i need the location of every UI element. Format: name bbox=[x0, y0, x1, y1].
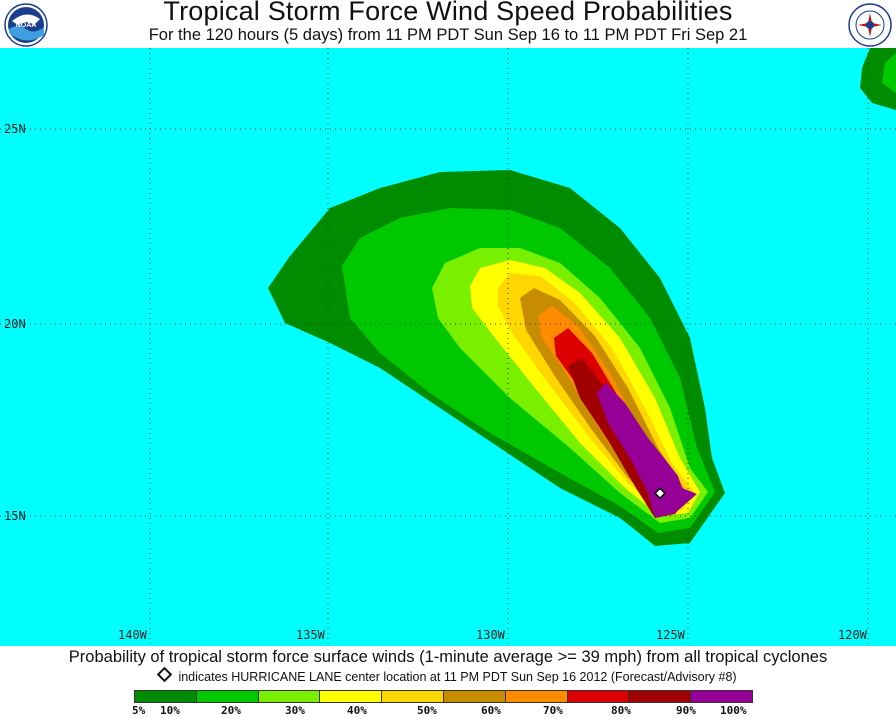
legend-swatch-30-40 bbox=[319, 690, 383, 703]
lat-label-20n: 20N bbox=[4, 317, 26, 331]
probability-map: 25N 20N 15N 140W 135W 130W 125W 120W bbox=[0, 48, 896, 646]
legend-swatch-40-50 bbox=[381, 690, 444, 703]
legend-label: 20% bbox=[221, 704, 241, 717]
map-caption: Probability of tropical storm force surf… bbox=[68, 648, 828, 666]
lon-label-120w: 120W bbox=[838, 628, 867, 642]
national-weather-service-logo bbox=[848, 3, 892, 47]
lon-label-130w: 130W bbox=[476, 628, 505, 642]
legend-label: 60% bbox=[481, 704, 501, 717]
legend bbox=[134, 690, 753, 704]
probability-contours bbox=[0, 48, 896, 646]
legend-swatch-20-30 bbox=[257, 690, 321, 703]
legend-label: 80% bbox=[611, 704, 631, 717]
legend-label: 70% bbox=[543, 704, 563, 717]
lon-label-135w: 135W bbox=[296, 628, 325, 642]
legend-labels: 5% 10% 20% 30% 40% 50% 60% 70% 80% 90% 1… bbox=[0, 704, 896, 718]
legend-swatch-90-100 bbox=[690, 690, 753, 703]
legend-label: 50% bbox=[417, 704, 437, 717]
lat-label-15n: 15N bbox=[4, 509, 26, 523]
page-title: Tropical Storm Force Wind Speed Probabil… bbox=[163, 0, 733, 26]
storm-center-note: indicates HURRICANE LANE center location… bbox=[0, 666, 896, 684]
lon-label-125w: 125W bbox=[656, 628, 685, 642]
storm-center-note-text: indicates HURRICANE LANE center location… bbox=[178, 670, 737, 684]
diamond-icon bbox=[653, 487, 667, 500]
footer: Probability of tropical storm force surf… bbox=[0, 646, 896, 718]
legend-label: 40% bbox=[347, 704, 367, 717]
legend-swatch-5-10 bbox=[134, 690, 197, 703]
contour-10-percent-northeast bbox=[882, 53, 896, 93]
diamond-icon bbox=[157, 666, 173, 683]
noaa-logo: NOAA bbox=[4, 3, 48, 47]
legend-swatch-60-70 bbox=[504, 690, 568, 703]
legend-swatch-70-80 bbox=[566, 690, 630, 703]
legend-label: 90% bbox=[676, 704, 696, 717]
lon-label-140w: 140W bbox=[118, 628, 147, 642]
page-subtitle: For the 120 hours (5 days) from 11 PM PD… bbox=[148, 26, 748, 44]
legend-swatch-50-60 bbox=[442, 690, 506, 703]
contour-90-percent bbox=[597, 383, 697, 518]
svg-text:NOAA: NOAA bbox=[16, 22, 37, 29]
legend-swatch-80-90 bbox=[628, 690, 692, 703]
legend-label: 100% bbox=[720, 704, 747, 717]
legend-swatch-10-20 bbox=[195, 690, 259, 703]
legend-label: 10% bbox=[160, 704, 180, 717]
legend-label: 30% bbox=[285, 704, 305, 717]
lat-label-25n: 25N bbox=[4, 122, 26, 136]
header: NOAA Tropical Storm Force Wind Speed Pro… bbox=[0, 0, 896, 48]
legend-label: 5% bbox=[132, 704, 146, 717]
